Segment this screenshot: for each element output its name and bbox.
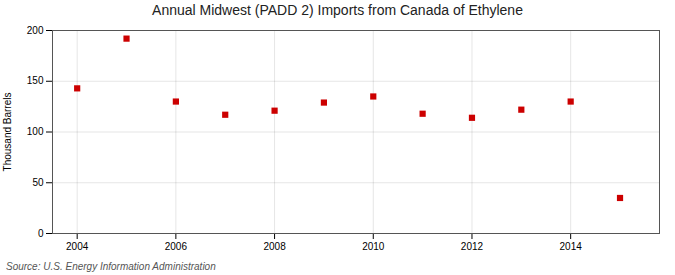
svg-text:2010: 2010 [362, 241, 385, 252]
svg-text:2014: 2014 [560, 241, 583, 252]
svg-text:100: 100 [27, 126, 44, 137]
html-text:Annual Midwest (PADD 2) Import: Annual Midwest (PADD 2) Imports from Can… [152, 2, 523, 18]
svg-text:2012: 2012 [461, 241, 484, 252]
html-text:Source: U.S. Energy Informatio: Source: U.S. Energy Information Administ… [6, 261, 216, 272]
svg-text:2006: 2006 [165, 241, 188, 252]
svg-text:200: 200 [27, 25, 44, 36]
svg-text:50: 50 [32, 177, 44, 188]
svg-text:150: 150 [27, 75, 44, 86]
svg-text:Thousand Barrels: Thousand Barrels [2, 93, 13, 172]
svg-text:2004: 2004 [66, 241, 89, 252]
svg-text:2008: 2008 [263, 241, 286, 252]
svg-text:0: 0 [38, 228, 44, 239]
